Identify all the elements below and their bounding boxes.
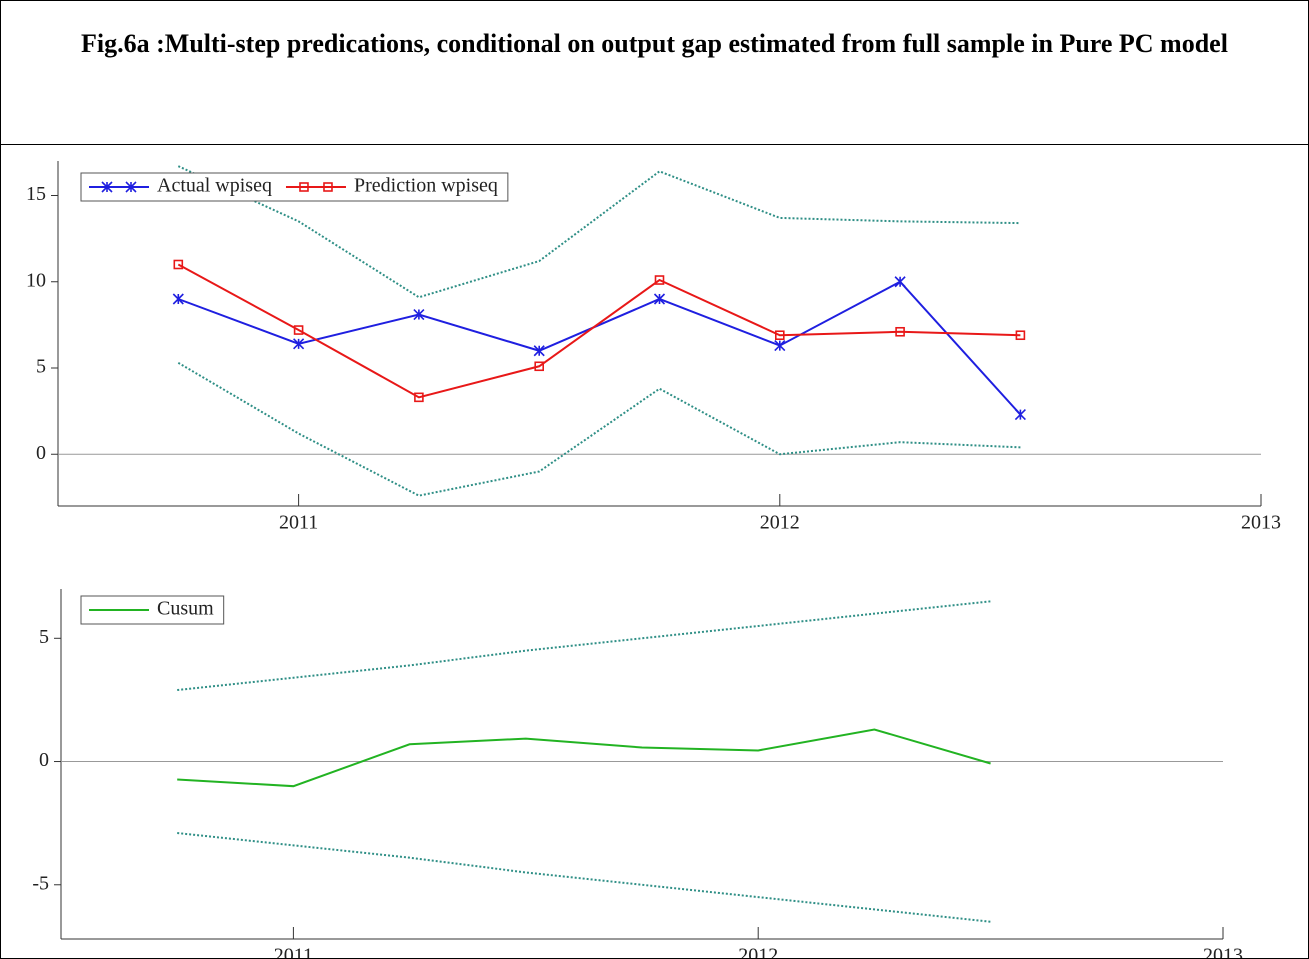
- marker: [774, 330, 785, 341]
- marker: [172, 293, 184, 305]
- x-tick-label: 2013: [1241, 512, 1281, 534]
- series-line: [177, 263, 1021, 399]
- marker: [894, 276, 906, 288]
- marker: [895, 326, 905, 337]
- marker: [774, 340, 786, 352]
- x-tick-label: 2011: [274, 945, 313, 958]
- series-line: [177, 280, 1022, 416]
- y-tick-label: 15: [26, 183, 46, 205]
- marker: [534, 361, 545, 372]
- y-tick-label: 5: [36, 356, 46, 378]
- header: Fig.6a :Multi-step predications, conditi…: [1, 1, 1308, 145]
- band-line: [177, 361, 1021, 497]
- x-tick-label: 2013: [1203, 945, 1243, 958]
- figure-title: Fig.6a :Multi-step predications, conditi…: [81, 29, 1228, 58]
- marker: [293, 325, 304, 335]
- legend-label: Cusum: [157, 598, 214, 620]
- marker: [323, 182, 333, 192]
- marker: [654, 275, 665, 285]
- y-tick-label: 0: [36, 442, 46, 464]
- marker: [653, 293, 666, 305]
- x-tick-label: 2012: [738, 945, 778, 958]
- x-tick-label: 2011: [279, 512, 318, 534]
- marker: [1014, 409, 1026, 421]
- band-line: [177, 600, 991, 692]
- series-line: [177, 728, 991, 788]
- x-tick-label: 2012: [760, 512, 800, 534]
- marker: [293, 338, 305, 350]
- legend-label: Prediction wpiseq: [354, 175, 498, 197]
- y-tick-label: 10: [26, 269, 46, 291]
- band-line: [177, 832, 991, 923]
- legend-label: Actual wpiseq: [157, 175, 272, 197]
- marker: [173, 259, 184, 270]
- marker: [125, 181, 137, 193]
- y-tick-label: 0: [39, 749, 49, 771]
- band-line: [177, 165, 1021, 299]
- marker: [533, 345, 545, 357]
- y-tick-label: -5: [32, 872, 49, 894]
- marker: [1015, 330, 1026, 341]
- marker: [299, 182, 309, 192]
- marker: [101, 181, 113, 193]
- marker: [413, 308, 425, 321]
- marker: [414, 392, 424, 403]
- y-tick-label: 5: [39, 626, 49, 648]
